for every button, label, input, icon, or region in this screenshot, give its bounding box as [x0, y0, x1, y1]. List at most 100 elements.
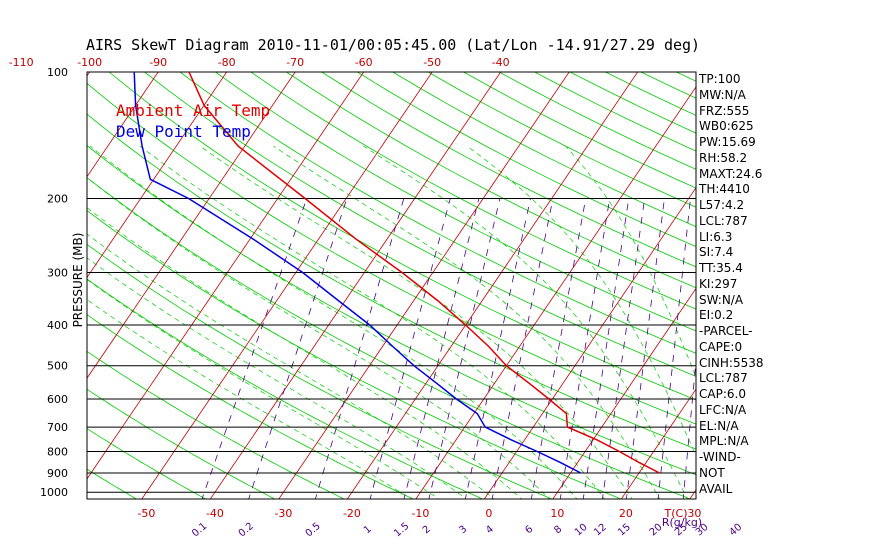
legend-ambient-air-temp: Ambient Air Temp — [116, 101, 271, 120]
dry-adiabat-line — [87, 468, 138, 499]
dry-adiabat-line — [87, 82, 696, 425]
dry-adiabat-line — [392, 72, 696, 228]
isotherm-line — [209, 72, 502, 499]
bottom-temp-tick-label: -50 — [137, 507, 155, 520]
mixing-ratio-line — [657, 198, 691, 499]
stat-item: WB0:625 — [699, 119, 754, 134]
isotherm-line — [278, 72, 570, 499]
stat-item: AVAIL — [699, 481, 733, 496]
stat-item: MAXT:24.6 — [699, 166, 763, 181]
pressure-tick-label: 300 — [47, 267, 68, 280]
bottom-temp-tick-label: 0 — [485, 507, 492, 520]
mixing-ratio-line — [314, 198, 405, 499]
mixing-ratio-line — [248, 198, 348, 499]
legend-dew-point-temp: Dew Point Temp — [116, 122, 251, 141]
mixing-ratio-lines — [201, 198, 696, 499]
bottom-temp-tick-label: 30 — [687, 507, 701, 520]
mixing-ratio-tick-label: 3 — [457, 524, 469, 537]
series-line-dew-point-temp — [133, 72, 582, 474]
top-temp-tick-label: -50 — [423, 56, 441, 69]
mixing-ratio-line — [201, 198, 308, 499]
isotherm-line — [87, 72, 159, 178]
stat-item: RH:58.2 — [699, 150, 748, 165]
pressure-tick-label: 500 — [47, 360, 68, 373]
dry-adiabat-line — [87, 210, 622, 499]
isotherm-line — [620, 388, 696, 499]
mixing-ratio-tick-label: 4 — [484, 524, 496, 537]
top-temp-tick-label: -90 — [149, 56, 167, 69]
pressure-tick-label: 200 — [47, 193, 68, 206]
stat-item: LFC:N/A — [699, 402, 747, 417]
bottom-temp-tick-label: 20 — [619, 507, 633, 520]
mixing-ratio-line — [625, 198, 665, 499]
dry-adiabat-line — [498, 72, 696, 170]
isotherm-line — [0, 63, 28, 501]
dry-adiabat-line — [854, 72, 870, 501]
dry-adiabat-line — [144, 72, 696, 377]
bottom-temp-tick-label: -10 — [411, 507, 429, 520]
isotherm-line — [483, 186, 696, 499]
mixing-ratio-line — [559, 198, 611, 499]
stats-panel: TP:100 MW:N/A FRZ:555 WB0:625 PW:15.69 RH:58.… — [699, 72, 764, 497]
mixing-ratio-line — [464, 198, 531, 499]
bottom-temp-tick-label: -40 — [206, 507, 224, 520]
stat-item: EL:N/A — [699, 418, 739, 433]
mixing-ratio-line — [428, 198, 501, 499]
mixing-ratio-unit-label: R(g/kg) — [662, 516, 702, 529]
isotherm-line — [87, 72, 296, 379]
top-temp-tick-label: -80 — [218, 56, 236, 69]
pressure-tick-label: 900 — [47, 467, 68, 480]
pressure-tick-label: 1000 — [40, 486, 68, 499]
stat-item: L57:4.2 — [699, 198, 745, 212]
isotherm-line — [757, 63, 870, 501]
mixing-ratio-tick-label: 40 — [727, 522, 744, 539]
isotherm-line — [87, 72, 228, 279]
stat-item: EI:0.2 — [699, 308, 734, 323]
dry-adiabat-line — [747, 72, 870, 501]
stat-item: CINH:5538 — [699, 355, 764, 370]
stat-item: LCL:787 — [699, 371, 748, 386]
stat-item: FRZ:555 — [699, 103, 750, 118]
stat-item: TT:35.4 — [699, 261, 743, 275]
isotherm-line — [825, 63, 870, 501]
isotherm-line — [87, 72, 365, 480]
dry-adiabat-line — [250, 72, 696, 310]
mixing-ratio-tick-label: 0.2 — [237, 521, 256, 540]
pressure-tick-label: 400 — [47, 319, 68, 332]
top-temp-tick-label: -70 — [286, 56, 304, 69]
bottom-temp-tick-label: -20 — [343, 507, 361, 520]
stat-item: CAP:6.0 — [699, 387, 746, 401]
y-axis-title: PRESSURE (MB) — [71, 232, 85, 328]
stat-item: TH:4410 — [699, 182, 750, 197]
bottom-temp-tick-label: -30 — [274, 507, 292, 520]
stat-item: NOT — [699, 465, 725, 480]
mixing-ratio-line — [403, 198, 480, 499]
stat-item: SI:7.4 — [699, 245, 734, 260]
stat-item: PW:15.69 — [699, 135, 756, 149]
dry-adiabat-line — [321, 72, 696, 268]
mixing-ratio-line — [582, 198, 630, 499]
stat-item: -PARCEL- — [699, 324, 753, 338]
isobars — [86, 71, 697, 500]
pressure-tick-label: 100 — [47, 66, 68, 79]
pressure-tick-label: 700 — [47, 421, 68, 434]
mixing-ratio-tick-label: 1.5 — [392, 521, 411, 540]
stat-item: CAPE:0 — [699, 339, 743, 354]
stat-item: -WIND- — [699, 450, 741, 464]
dry-adiabat-line — [818, 72, 870, 501]
mixing-ratio-tick-label: 8 — [552, 524, 564, 537]
series-line-ambient-air-temp — [188, 72, 660, 474]
stat-item: LI:6.3 — [699, 229, 733, 244]
axis-labels: 1002003004005006007008009001000-120-110-… — [9, 56, 745, 540]
stat-item: KI:297 — [699, 276, 738, 291]
mixing-ratio-tick-label: 2 — [421, 524, 433, 537]
stat-item: LCL:787 — [699, 213, 748, 228]
top-temp-tick-label: -110 — [9, 56, 34, 69]
mixing-ratio-tick-label: 1 — [362, 524, 374, 537]
mixing-ratio-line — [530, 198, 587, 499]
stat-item: TP:100 — [699, 72, 741, 86]
dry-adiabat-line — [108, 72, 696, 401]
stat-item: SW:N/A — [699, 292, 744, 307]
isotherm-line — [552, 287, 696, 499]
dry-adiabat-line — [87, 350, 345, 499]
